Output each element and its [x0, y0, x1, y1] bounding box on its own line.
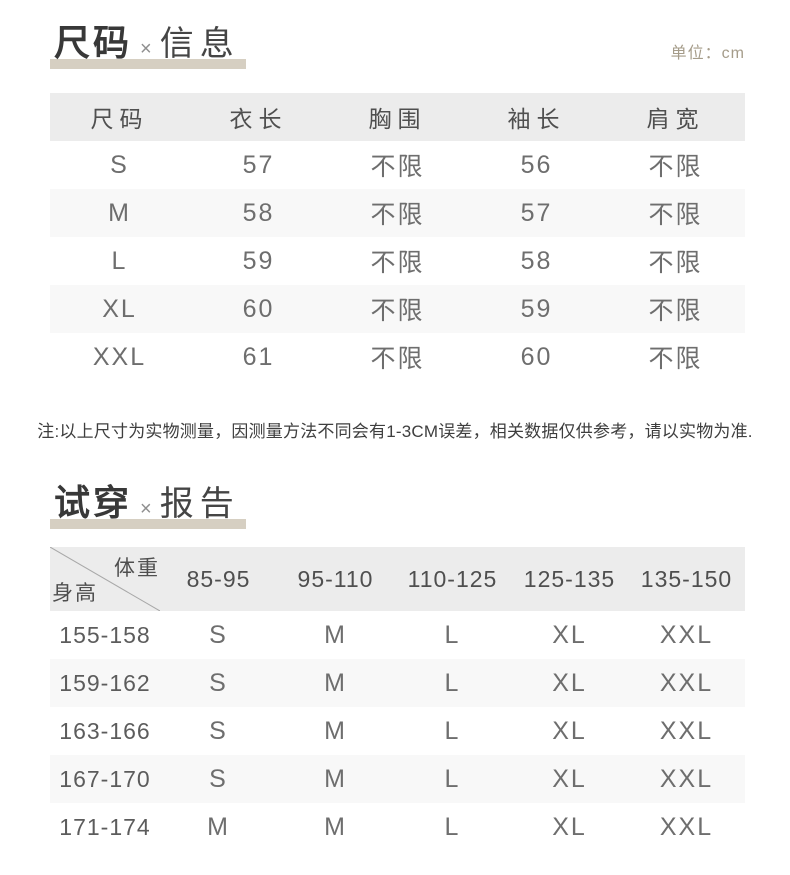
cell-recommended-size: XL — [552, 668, 587, 697]
cell-size: XXL — [92, 342, 147, 371]
cell-sleeve: 60 — [520, 342, 553, 371]
cell-recommended-size: L — [444, 620, 461, 649]
table-row: L 59 不限 58 不限 — [50, 237, 745, 285]
weight-header: 95-110 — [297, 565, 374, 592]
corner-label-weight: 体重 — [114, 557, 160, 580]
cell-recommended-size: XL — [552, 764, 587, 793]
cell-recommended-size: S — [209, 764, 228, 793]
measurement-note: 注:以上尺寸为实物测量，因测量方法不同会有1-3CM误差，相关数据仅供参考，请以… — [37, 422, 753, 441]
cell-bust: 不限 — [370, 153, 425, 181]
col-header-size: 尺码 — [90, 106, 149, 132]
cell-length: 61 — [242, 342, 275, 371]
corner-cell: 体重 身高 — [50, 547, 160, 611]
cell-sleeve: 58 — [520, 246, 553, 275]
cell-height-range: 163-166 — [59, 717, 151, 744]
weight-header: 135-150 — [640, 565, 733, 592]
size-table: 尺码 衣长 胸围 袖长 肩宽 S 57 不限 56 不限 M 58 不限 57 … — [50, 93, 745, 381]
cell-bust: 不限 — [370, 249, 425, 277]
title-underline-bar — [50, 59, 246, 69]
table-row: 163-166 S M L XL XXL — [50, 707, 745, 755]
cell-recommended-size: L — [444, 812, 461, 841]
cell-recommended-size: XXL — [659, 764, 714, 793]
cell-shoulder: 不限 — [648, 153, 703, 181]
cell-length: 60 — [242, 294, 275, 323]
cell-shoulder: 不限 — [648, 249, 703, 277]
table-row: S 57 不限 56 不限 — [50, 141, 745, 189]
title-separator: × — [140, 38, 152, 60]
table-row: 171-174 M M L XL XXL — [50, 803, 745, 851]
cell-recommended-size: XL — [552, 620, 587, 649]
size-table-header-row: 尺码 衣长 胸围 袖长 肩宽 — [50, 93, 745, 141]
cell-recommended-size: S — [209, 668, 228, 697]
cell-recommended-size: XXL — [659, 668, 714, 697]
table-row: M 58 不限 57 不限 — [50, 189, 745, 237]
size-section-header: 尺码 × 信息 单位：cm — [50, 14, 745, 69]
cell-size: XL — [102, 294, 137, 323]
title-underline-bar — [50, 519, 246, 529]
cell-size: M — [108, 198, 131, 227]
title-separator: × — [140, 498, 152, 520]
weight-header: 85-95 — [186, 565, 251, 592]
diagonal-divider-line — [50, 547, 160, 611]
cell-size: L — [111, 246, 128, 275]
cell-recommended-size: XXL — [659, 812, 714, 841]
table-row: XXL 61 不限 60 不限 — [50, 333, 745, 381]
cell-recommended-size: S — [209, 620, 228, 649]
cell-height-range: 171-174 — [59, 813, 151, 840]
table-row: 167-170 S M L XL XXL — [50, 755, 745, 803]
cell-height-range: 155-158 — [59, 621, 151, 648]
cell-bust: 不限 — [370, 201, 425, 229]
col-header-shoulder: 肩宽 — [646, 106, 705, 132]
col-header-bust: 胸围 — [368, 106, 427, 132]
cell-recommended-size: L — [444, 716, 461, 745]
cell-recommended-size: M — [324, 620, 347, 649]
cell-height-range: 159-162 — [59, 669, 151, 696]
cell-recommended-size: M — [207, 812, 230, 841]
table-row: 159-162 S M L XL XXL — [50, 659, 745, 707]
size-section-title: 尺码 × 信息 — [50, 14, 246, 69]
col-header-sleeve: 袖长 — [507, 106, 566, 132]
cell-sleeve: 59 — [520, 294, 553, 323]
cell-sleeve: 56 — [520, 150, 553, 179]
cell-recommended-size: M — [324, 764, 347, 793]
cell-shoulder: 不限 — [648, 201, 703, 229]
table-row: XL 60 不限 59 不限 — [50, 285, 745, 333]
cell-recommended-size: XXL — [659, 716, 714, 745]
cell-recommended-size: XL — [552, 812, 587, 841]
weight-header: 110-125 — [407, 565, 498, 592]
cell-size: S — [110, 150, 129, 179]
title-text-bold: 试穿 — [54, 482, 133, 523]
fit-table: 体重 身高 85-95 95-110 110-125 125-135 135-1… — [50, 547, 745, 851]
title-text-bold: 尺码 — [54, 22, 133, 63]
cell-shoulder: 不限 — [648, 345, 703, 373]
cell-length: 58 — [242, 198, 275, 227]
cell-recommended-size: L — [444, 668, 461, 697]
cell-length: 59 — [242, 246, 275, 275]
cell-shoulder: 不限 — [648, 297, 703, 325]
cell-bust: 不限 — [370, 345, 425, 373]
cell-recommended-size: M — [324, 812, 347, 841]
title-text-light: 信息 — [159, 25, 240, 63]
fit-table-header-row: 体重 身高 85-95 95-110 110-125 125-135 135-1… — [50, 547, 745, 611]
cell-recommended-size: L — [444, 764, 461, 793]
col-header-length: 衣长 — [229, 106, 288, 132]
table-row: 155-158 S M L XL XXL — [50, 611, 745, 659]
cell-recommended-size: XL — [552, 716, 587, 745]
cell-recommended-size: XXL — [659, 620, 714, 649]
cell-bust: 不限 — [370, 297, 425, 325]
corner-label-height: 身高 — [52, 582, 98, 605]
cell-recommended-size: S — [209, 716, 228, 745]
cell-length: 57 — [242, 150, 275, 179]
fit-section-header: 试穿 × 报告 — [50, 474, 745, 529]
cell-sleeve: 57 — [520, 198, 553, 227]
unit-label: 单位：cm — [670, 45, 745, 62]
cell-height-range: 167-170 — [59, 765, 151, 792]
cell-recommended-size: M — [324, 668, 347, 697]
title-text-light: 报告 — [159, 485, 240, 523]
weight-header: 125-135 — [523, 565, 616, 592]
fit-section-title: 试穿 × 报告 — [50, 474, 246, 529]
cell-recommended-size: M — [324, 716, 347, 745]
